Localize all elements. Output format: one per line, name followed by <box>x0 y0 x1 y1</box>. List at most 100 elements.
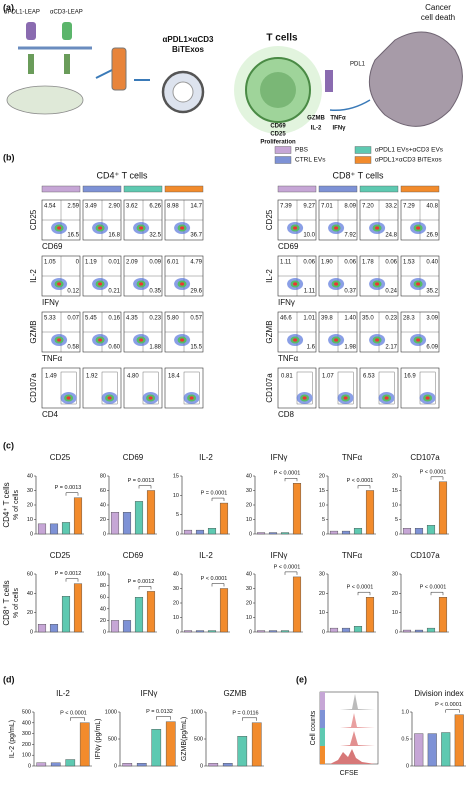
quadrant-percent: 29.6 <box>190 289 202 295</box>
bar <box>37 624 47 633</box>
chart-title: IFNγ <box>271 453 288 462</box>
quadrant-percent: 3.09 <box>426 316 438 322</box>
y-tick-label: 0 <box>176 531 179 537</box>
y-tick-label: 40 <box>246 571 252 577</box>
bar <box>195 529 205 535</box>
bar <box>365 490 375 535</box>
y-tick-label: 20 <box>100 618 106 624</box>
quadrant-percent: 0.21 <box>108 289 120 295</box>
p-value: P < 0.0001 <box>274 564 301 570</box>
y-tick-label: 30 <box>392 571 398 577</box>
density-blob <box>334 282 339 286</box>
quadrant-percent: 15.5 <box>190 345 202 351</box>
y-tick-label: 10 <box>173 493 179 499</box>
bar <box>65 759 76 767</box>
bar <box>426 525 436 535</box>
significance-bracket <box>211 583 225 587</box>
y-tick-label: 30 <box>319 571 325 577</box>
panel-label: (d) <box>3 674 15 684</box>
p-value: P < 0.0001 <box>274 471 301 477</box>
y-tick-label: 60 <box>100 488 106 494</box>
y-tick-label: 15 <box>392 488 398 494</box>
y-tick-label: 30 <box>173 586 179 592</box>
density-blob <box>384 396 389 400</box>
y-tick-label: 100 <box>97 571 106 577</box>
p-value: P < 0.0001 <box>347 478 374 484</box>
bar <box>414 528 424 535</box>
y-tick-label: 1000 <box>191 709 203 715</box>
t-cell-nucleus <box>260 72 296 108</box>
group-bar <box>41 185 81 193</box>
y-tick-label: 40 <box>100 606 106 612</box>
gate-percent: 1.07 <box>322 374 334 380</box>
group-bar <box>123 185 163 193</box>
pdl1-label: PDL1 <box>350 62 366 68</box>
quadrant-percent: 33.2 <box>385 204 397 210</box>
strip <box>320 710 325 728</box>
density-blob <box>107 396 112 400</box>
bar <box>49 624 59 633</box>
quadrant-percent: 0.06 <box>385 260 397 266</box>
quadrant-percent: 3.62 <box>126 204 138 210</box>
p-value: P < 0.0001 <box>201 576 228 582</box>
density-blob <box>189 396 194 400</box>
flow-x-label: IFNγ <box>42 298 59 307</box>
p-value: P = 0.0012 <box>128 579 155 585</box>
quadrant-percent: 14.7 <box>190 204 202 210</box>
flow-y-label: CD25 <box>29 209 38 230</box>
y-tick-label: 100 <box>22 753 31 759</box>
bar <box>61 522 71 535</box>
quadrant-percent: 10.0 <box>303 233 315 239</box>
bar <box>151 729 162 767</box>
significance-bracket <box>138 485 152 489</box>
p-value: P < 0.0001 <box>420 469 447 475</box>
quadrant-percent: 5.80 <box>167 316 179 322</box>
quadrant-percent: 0 <box>76 260 80 266</box>
legend-label: PBS <box>295 147 309 154</box>
y-tick-label: 20 <box>319 591 325 597</box>
strip <box>320 728 325 746</box>
t-cell-label: T cells <box>266 33 298 44</box>
quadrant-percent: 0.06 <box>344 260 356 266</box>
bar <box>73 583 83 633</box>
bar <box>353 626 363 633</box>
y-tick-label: 10 <box>173 615 179 621</box>
y-tick-label: 0 <box>322 531 325 537</box>
density-blob <box>375 338 380 342</box>
significance-bracket <box>430 476 444 480</box>
bar <box>438 481 448 535</box>
chart-title: GZMB <box>223 689 246 698</box>
y-tick-label: 300 <box>22 731 31 737</box>
exosome-core <box>172 81 194 103</box>
bar <box>110 620 120 633</box>
quadrant-percent: 0.58 <box>67 345 79 351</box>
bar <box>208 763 219 767</box>
chart-title: IL-2 <box>199 453 213 462</box>
flow-x-label: CD4 <box>42 410 59 419</box>
y-axis-label: IFNγ (pg/mL) <box>95 719 102 760</box>
bar <box>207 630 217 633</box>
group-bar <box>82 185 122 193</box>
quadrant-percent: 5.45 <box>85 316 97 322</box>
y-tick-label: 30 <box>27 488 33 494</box>
bar <box>427 733 437 767</box>
y-axis-label: % of cells <box>13 490 20 520</box>
panel-label: (c) <box>3 440 14 450</box>
quadrant-percent: 26.9 <box>426 233 438 239</box>
density-blob <box>57 226 62 230</box>
quadrant-percent: 0.24 <box>385 289 397 295</box>
density-blob <box>98 282 103 286</box>
flow-y-label: GZMB <box>265 320 274 343</box>
quadrant-percent: 16.8 <box>108 233 120 239</box>
quadrant-percent: 4.79 <box>190 260 202 266</box>
bar <box>110 512 120 535</box>
y-tick-label: 0 <box>322 629 325 635</box>
quadrant-percent: 1.40 <box>344 316 356 322</box>
y-tick-label: 60 <box>27 571 33 577</box>
quadrant-percent: 0.07 <box>67 316 79 322</box>
y-tick-label: 0 <box>249 531 252 537</box>
chart-title: IL-2 <box>199 551 213 560</box>
bar <box>251 722 262 767</box>
p-value: P = 0.0013 <box>55 485 82 491</box>
quadrant-percent: 0.12 <box>67 289 79 295</box>
